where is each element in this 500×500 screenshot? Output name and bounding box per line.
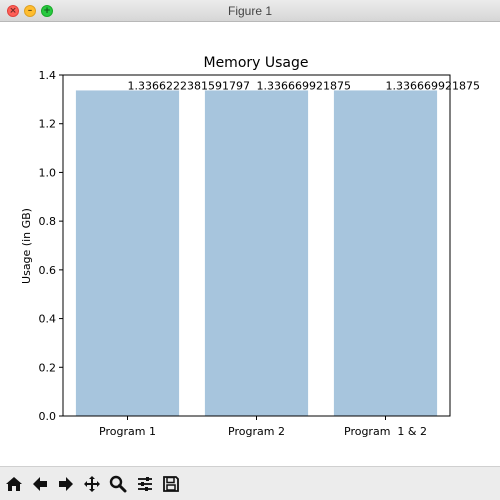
data-label: 1.3366222381591797 [128, 79, 250, 92]
forward-button[interactable] [55, 472, 77, 496]
bar [75, 90, 180, 416]
y-tick-label: 0.8 [39, 215, 57, 228]
data-label: 1.336669921875 [386, 79, 480, 92]
data-label: 1.336669921875 [257, 79, 351, 92]
zoom-button[interactable] [107, 472, 129, 496]
chart-title: Memory Usage [203, 55, 308, 71]
close-icon: × [9, 6, 17, 16]
bar-chart: Memory Usage Usage (in GB) 0.00.20.40.60… [20, 55, 480, 438]
home-icon [6, 477, 22, 491]
pan-icon [84, 476, 100, 492]
configure-subplots-button[interactable] [134, 472, 156, 496]
bar [204, 90, 309, 416]
forward-arrow-icon [59, 477, 73, 491]
save-icon [163, 476, 179, 492]
y-tick-label: 0.0 [39, 410, 57, 423]
navigation-toolbar [0, 466, 500, 500]
x-tick-label: Program 1 & 2 [344, 425, 427, 438]
save-button[interactable] [160, 472, 182, 496]
minimize-window-button[interactable]: – [24, 5, 36, 17]
y-tick-label: 0.2 [39, 361, 57, 374]
y-tick-label: 1.4 [39, 69, 57, 82]
pan-button[interactable] [81, 472, 103, 496]
y-axis-label: Usage (in GB) [20, 208, 33, 284]
window-titlebar: × – + Figure 1 [0, 0, 500, 22]
back-button[interactable] [29, 472, 51, 496]
y-tick-label: 1.2 [39, 118, 57, 131]
maximize-window-button[interactable]: + [41, 5, 53, 17]
back-arrow-icon [33, 477, 47, 491]
x-tick-label: Program 1 [99, 425, 156, 438]
minimize-icon: – [27, 6, 33, 16]
zoom-icon [109, 475, 127, 493]
window-title: Figure 1 [227, 4, 273, 18]
x-tick-label: Program 2 [228, 425, 285, 438]
plot-area: 0.0 0.2 0.4 0.6 0.8 1.0 1.2 1.4 Program 1 Program… [39, 69, 480, 438]
close-window-button[interactable]: × [7, 5, 19, 17]
y-tick-label: 0.6 [39, 264, 57, 277]
bar [333, 90, 438, 416]
configure-subplots-icon [138, 477, 152, 491]
y-tick-label: 0.4 [39, 313, 57, 326]
home-button[interactable] [3, 472, 25, 496]
maximize-icon: + [43, 6, 51, 16]
y-tick-label: 1.0 [39, 166, 57, 179]
